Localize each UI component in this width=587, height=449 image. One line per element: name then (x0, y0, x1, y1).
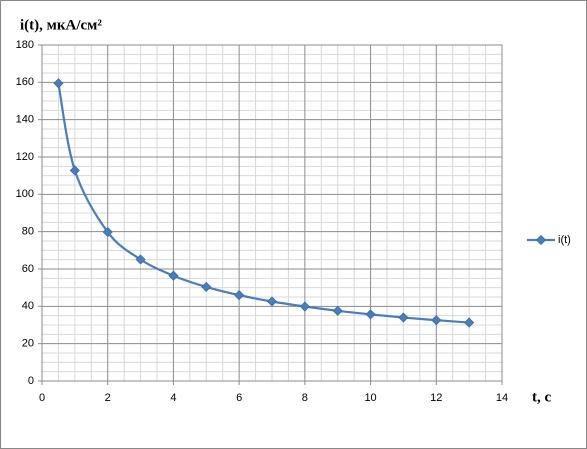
y-tick-label: 20 (22, 338, 34, 350)
data-point (102, 226, 113, 238)
data-point (69, 165, 80, 176)
x-tick-label: 0 (39, 392, 45, 404)
x-tick-label: 12 (430, 392, 442, 404)
data-point (299, 301, 310, 312)
data-point (332, 305, 343, 316)
data-point (431, 315, 442, 326)
x-tick-label: 4 (170, 392, 176, 404)
y-tick-label: 120 (16, 151, 34, 163)
data-point (53, 78, 64, 89)
plot-border (41, 44, 503, 382)
data-point (464, 317, 475, 328)
x-tick-label: 2 (105, 392, 111, 404)
x-tick-label: 10 (364, 392, 376, 404)
data-point (365, 309, 376, 320)
data-point (135, 254, 146, 265)
data-point (201, 281, 212, 292)
x-axis-label: t, с (532, 389, 551, 405)
data-point (168, 270, 179, 281)
data-point (234, 290, 245, 301)
x-tick-label: 14 (496, 392, 508, 404)
y-tick-label: 100 (16, 188, 34, 200)
y-tick-label: 60 (22, 263, 34, 275)
x-tick-label: 8 (302, 392, 308, 404)
y-tick-label: 80 (22, 226, 34, 238)
data-point (266, 296, 278, 307)
y-tick-label: 40 (22, 300, 34, 312)
y-tick-label: 0 (28, 375, 34, 387)
y-tick-label: 160 (16, 76, 34, 88)
y-tick-label: 180 (16, 39, 34, 51)
data-point (398, 312, 409, 323)
x-tick-label: 6 (236, 392, 242, 404)
y-axis-label: i(t), мкА/см² (20, 17, 102, 33)
legend-marker (535, 234, 547, 246)
y-tick-label: 140 (16, 114, 34, 126)
legend-label: i(t) (558, 234, 571, 246)
